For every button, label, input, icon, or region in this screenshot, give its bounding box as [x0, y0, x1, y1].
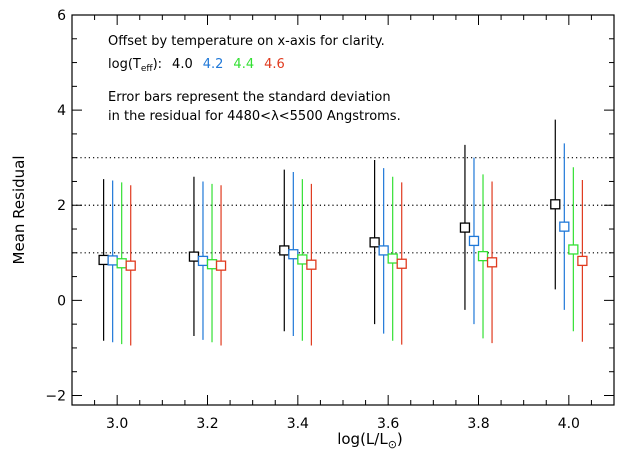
legend-4-6: 4.6 — [264, 57, 285, 72]
data-point — [387, 253, 398, 264]
legend-4-0: 4.0 — [172, 57, 193, 72]
data-point — [116, 258, 127, 269]
data-point — [486, 257, 498, 268]
reference-lines — [72, 157, 614, 254]
data-point — [279, 245, 290, 256]
plot-frame — [71, 14, 615, 406]
teff-sub: eff — [141, 64, 154, 74]
data-point — [477, 250, 489, 262]
data-point — [459, 222, 471, 233]
note-teff-legend: log(Teff): 4.0 4.2 4.4 4.6 — [108, 57, 285, 74]
legend-4-2: 4.2 — [203, 57, 224, 72]
tick-labels: 3.0 3.2 3.4 3.6 3.8 4.0 −2 0 2 4 6 — [45, 8, 580, 432]
x-tick-label: 3.8 — [467, 416, 489, 432]
markers — [98, 199, 588, 271]
x-axis-title: log(L/L⊙) — [337, 430, 403, 451]
axis-ticks — [72, 14, 614, 405]
data-point — [559, 221, 570, 232]
y-tick-label: 6 — [57, 8, 66, 24]
data-point — [197, 255, 209, 267]
teff-prefix: log(T — [108, 57, 141, 72]
data-point — [125, 260, 136, 271]
data-point — [378, 245, 389, 256]
data-point — [107, 255, 118, 266]
teff-suffix: ): — [153, 57, 162, 72]
data-point — [550, 199, 561, 210]
note-offset: Offset by temperature on x-axis for clar… — [108, 34, 385, 49]
data-point — [206, 259, 218, 270]
note-error-bars-2: in the residual for 4480<λ<5500 Angstrom… — [108, 109, 401, 124]
data-point — [468, 235, 480, 247]
y-tick-label: 0 — [57, 293, 66, 309]
y-tick-label: −2 — [45, 388, 66, 404]
note-error-bars-1: Error bars represent the standard deviat… — [108, 90, 391, 105]
data-point — [98, 254, 109, 266]
x-axis-title-sub: ⊙ — [388, 438, 397, 451]
x-tick-label: 4.0 — [558, 416, 580, 432]
data-point — [288, 249, 299, 260]
x-tick-label: 3.2 — [196, 416, 218, 432]
x-tick-label: 3.4 — [287, 416, 309, 432]
data-point — [306, 259, 317, 270]
y-tick-label: 4 — [57, 103, 66, 119]
y-axis-title: Mean Residual — [10, 156, 28, 265]
x-tick-label: 3.6 — [377, 416, 399, 432]
x-tick-label: 3.0 — [106, 416, 128, 432]
x-axis-title-main: log(L/L — [337, 430, 388, 448]
data-point — [369, 237, 380, 248]
data-point — [568, 244, 579, 255]
data-point — [297, 254, 308, 265]
data-point — [188, 251, 200, 262]
data-point — [396, 258, 407, 269]
legend-4-4: 4.4 — [233, 57, 254, 72]
error-bars — [103, 119, 583, 346]
data-point — [215, 260, 227, 271]
x-axis-title-close: ) — [397, 430, 403, 448]
y-tick-label: 2 — [57, 198, 66, 214]
data-point — [577, 255, 588, 267]
